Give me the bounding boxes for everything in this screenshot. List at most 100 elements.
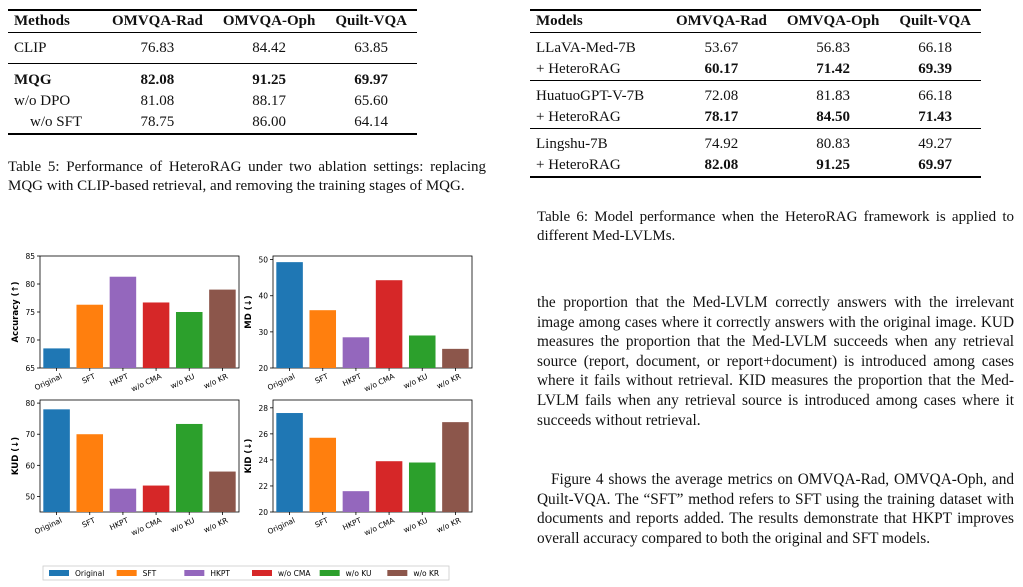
y-tick-label: 50	[25, 492, 35, 501]
table-row: Lingshu-7B 74.92 80.83 49.27	[536, 136, 953, 152]
x-tick-label: Original	[33, 372, 63, 393]
y-tick-label: 40	[258, 292, 268, 301]
y-tick-label: 70	[25, 336, 35, 345]
figure4: 65 70 75 80 85 Accuracy (↑) Original SFT HKPT w/o…	[0, 250, 490, 582]
table-row: MQG 82.08 91.25 69.97	[14, 72, 389, 88]
bar-hkpt	[342, 337, 370, 368]
y-tick-label: 26	[258, 430, 268, 439]
x-tick-label: HKPT	[341, 371, 363, 388]
x-tick-label: w/o KR	[202, 372, 229, 391]
x-tick-label: w/o KR	[202, 516, 229, 535]
table-row: CLIP 76.83 84.42 63.85	[8, 33, 418, 64]
bar-sft	[309, 310, 337, 368]
table-row: LLaVA-Med-7B 53.67 56.83 66.18	[536, 40, 953, 56]
x-tick-label: Original	[33, 516, 63, 537]
bar-w-o-cma	[142, 302, 170, 368]
chart-frame	[272, 255, 473, 369]
table-row: w/o SFT 78.75 86.00 64.14	[8, 112, 418, 134]
legend-swatch	[252, 570, 272, 576]
bar-w-o-kr	[442, 422, 469, 512]
x-tick-label: w/o CMA	[130, 371, 164, 393]
x-tick-label: w/o KU	[402, 372, 429, 391]
table5: Methods OMVQA-Rad OMVQA-Oph Quilt-VQA CL…	[8, 9, 418, 135]
legend-swatch	[387, 570, 408, 576]
legend-label: HKPT	[210, 569, 230, 578]
x-tick-label: Original	[266, 516, 296, 537]
bar-original	[43, 348, 70, 368]
y-tick-label: 20	[258, 364, 268, 373]
x-tick-label: HKPT	[108, 515, 130, 532]
table5-header: Methods	[14, 13, 70, 29]
legend-box	[42, 565, 450, 581]
x-tick-label: SFT	[314, 515, 330, 529]
legend-label: w/o KU	[346, 569, 372, 578]
table6-header: Models	[536, 13, 583, 29]
x-tick-label: w/o CMA	[130, 515, 164, 537]
legend-label: w/o CMA	[278, 569, 311, 578]
y-tick-label: 80	[25, 399, 35, 408]
table5-header: OMVQA-Rad	[112, 13, 203, 29]
bar-w-o-ku	[408, 335, 436, 368]
y-tick-label: 20	[258, 508, 268, 517]
bar-w-o-ku	[175, 312, 203, 368]
table-row: + HeteroRAG 82.08 91.25 69.97	[530, 155, 982, 177]
y-tick-label: 22	[258, 482, 268, 491]
body-paragraph-2: Figure 4 shows the average metrics on OM…	[537, 471, 1014, 547]
legend-swatch	[319, 570, 340, 576]
bar-sft	[309, 437, 337, 512]
legend-swatch	[49, 570, 69, 576]
y-tick-label: 28	[258, 404, 268, 413]
legend-label: Original	[75, 569, 104, 578]
table5-header: OMVQA-Oph	[222, 13, 316, 29]
x-tick-label: SFT	[314, 371, 330, 385]
y-axis-label: MD (↓)	[244, 295, 254, 328]
x-tick-label: w/o KU	[169, 516, 196, 535]
bar-w-o-cma	[142, 485, 170, 512]
y-tick-label: 30	[258, 328, 268, 337]
x-tick-label: w/o KR	[435, 516, 462, 535]
y-tick-label: 24	[258, 456, 268, 465]
y-axis-label: Accuracy (↑)	[11, 281, 21, 342]
x-tick-label: Original	[266, 372, 296, 393]
bar-w-o-ku	[175, 423, 203, 512]
bar-w-o-cma	[375, 280, 403, 368]
table-row: HuatuoGPT-V-7B 72.08 81.83 66.18	[536, 88, 953, 104]
body-paragraph-1: the proportion that the Med-LVLM correct…	[537, 294, 1014, 429]
x-tick-label: SFT	[81, 371, 97, 385]
x-tick-label: w/o KU	[402, 516, 429, 535]
bar-original	[276, 413, 303, 512]
y-axis-label: KID (↓)	[244, 439, 254, 474]
bar-w-o-ku	[408, 462, 436, 512]
y-tick-label: 50	[258, 256, 268, 265]
table-row: + HeteroRAG 60.17 71.42 69.39	[530, 59, 982, 81]
x-tick-label: HKPT	[108, 371, 130, 388]
x-tick-label: SFT	[81, 515, 97, 529]
bar-hkpt	[109, 488, 137, 512]
legend-label: SFT	[143, 569, 157, 578]
chart-frame	[39, 399, 240, 513]
bar-sft	[76, 304, 104, 368]
chart-frame	[272, 399, 473, 513]
x-tick-label: w/o CMA	[363, 371, 397, 393]
table5-caption: Table 5: Performance of HeteroRAG under …	[8, 159, 486, 194]
bar-w-o-cma	[375, 461, 403, 512]
y-tick-label: 65	[25, 364, 35, 373]
legend-label: w/o KR	[413, 569, 439, 578]
y-tick-label: 70	[25, 430, 35, 439]
x-tick-label: HKPT	[341, 515, 363, 532]
x-tick-label: w/o KU	[169, 372, 196, 391]
bar-original	[43, 409, 70, 512]
y-tick-label: 60	[25, 461, 35, 470]
table6-caption: Table 6: Model performance when the Hete…	[537, 209, 1014, 244]
table6: Models OMVQA-Rad OMVQA-Oph Quilt-VQA LLa…	[530, 9, 982, 178]
table5-header: Quilt-VQA	[335, 13, 408, 29]
table-row: + HeteroRAG 78.17 84.50 71.43	[530, 107, 982, 129]
bar-sft	[76, 434, 104, 512]
table-row: w/o DPO 81.08 88.17 65.60	[14, 93, 389, 109]
table6-header: Quilt-VQA	[899, 13, 972, 29]
table5-grid: Methods OMVQA-Rad OMVQA-Oph Quilt-VQA CL…	[8, 9, 418, 135]
bar-w-o-kr	[209, 471, 236, 512]
x-tick-label: w/o KR	[435, 372, 462, 391]
table6-header: OMVQA-Oph	[786, 13, 880, 29]
